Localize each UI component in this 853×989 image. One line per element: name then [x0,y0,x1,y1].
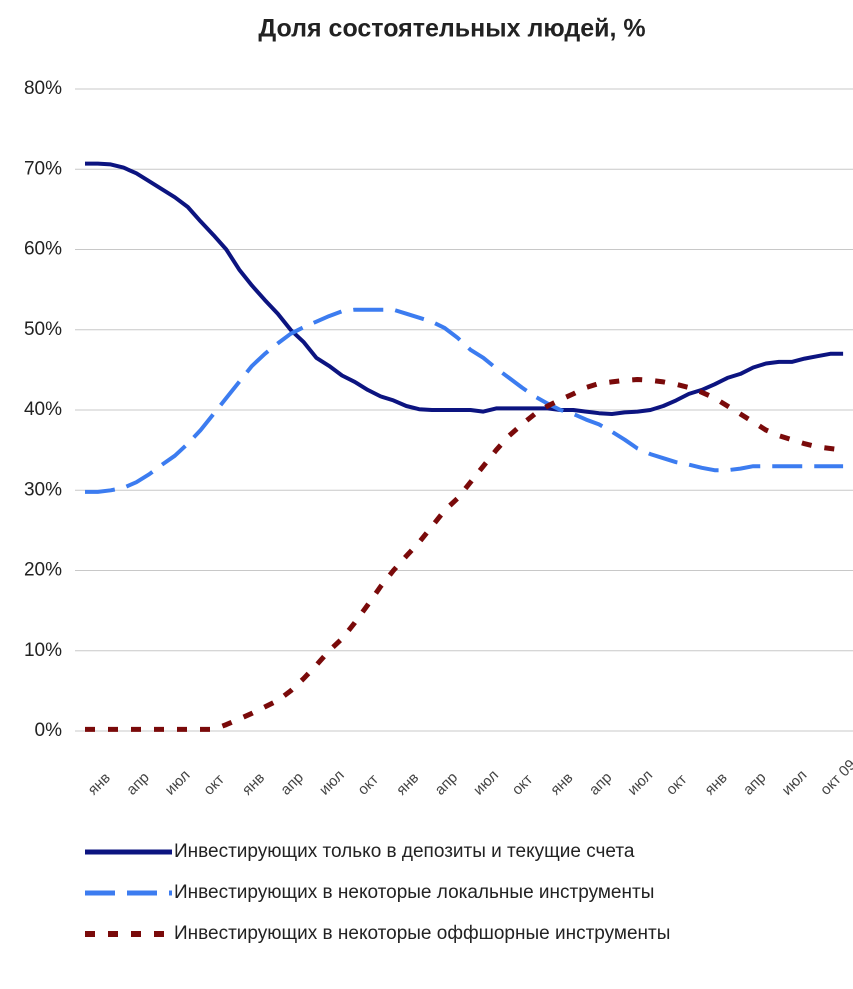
y-tick-label: 40% [24,399,62,420]
x-tick-label: окт [663,771,691,799]
legend-label: Инвестирующих в некоторые оффшорные инст… [174,923,670,944]
y-tick-label: 10% [24,640,62,661]
x-tick-label: апр [432,769,462,799]
x-tick-label: окт [354,771,382,799]
x-tick-label: апр [277,769,307,799]
x-tick-label: янв [547,769,576,798]
x-tick-label: окт [509,771,537,799]
x-tick-label: янв [393,769,422,798]
x-tick-label: июл [470,767,502,799]
y-tick-label: 50% [24,319,62,340]
y-tick-label: 0% [35,720,63,741]
series-line [85,161,844,416]
series-line [85,307,844,494]
x-tick-label: апр [123,769,153,799]
y-tick-label: 20% [24,560,62,581]
x-tick-label: июл [316,767,348,799]
y-tick-label: 70% [24,158,62,179]
x-tick-label: июл [162,767,194,799]
x-tick-label: янв [239,769,268,798]
y-tick-label: 80% [24,78,62,99]
x-tick-label: июл [624,767,656,799]
y-tick-label: 30% [24,479,62,500]
legend-label: Инвестирующих только в депозиты и текущи… [174,841,635,862]
x-tick-label: апр [740,769,770,799]
x-tick-label: апр [586,769,616,799]
x-tick-label: окт 09 [817,756,853,798]
x-tick-label: янв [701,769,730,798]
chart-title: Доля состоятельных людей, % [258,15,645,43]
legend-label: Инвестирующих в некоторые локальные инст… [174,882,654,903]
x-tick-label: окт [200,771,228,799]
y-tick-label: 60% [24,239,62,260]
x-tick-label: янв [85,769,114,798]
x-tick-label: июл [779,767,811,799]
